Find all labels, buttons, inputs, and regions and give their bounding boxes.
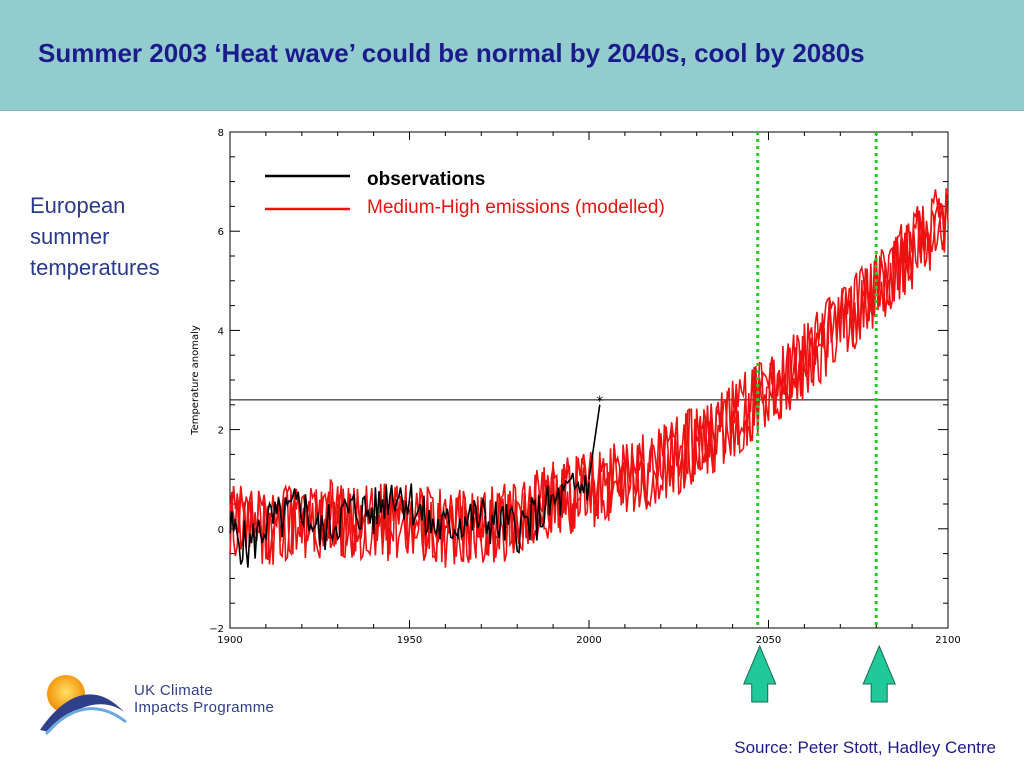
x-tick-label: 2050 [756, 635, 781, 646]
logo-text: UK Climate Impacts Programme [134, 682, 274, 716]
side-label-line-2: summer [30, 224, 110, 249]
side-label: European summer temperatures [30, 190, 190, 283]
model-series-line [229, 194, 949, 565]
legend-label-observations: observations [367, 169, 485, 190]
sun-wave-logo-icon [40, 675, 127, 735]
up-arrow-icon [862, 644, 896, 703]
source-credit: Source: Peter Stott, Hadley Centre [734, 738, 996, 757]
y-axis-label: Temperature anomaly [190, 325, 201, 436]
y-tick-label: 4 [218, 326, 224, 337]
x-tick-label: 2100 [935, 635, 960, 646]
logo-line-1: UK Climate [134, 682, 213, 699]
side-label-line-3: temperatures [30, 255, 160, 280]
y-tick-label: 6 [218, 227, 224, 238]
x-tick-label: 1900 [217, 635, 242, 646]
y-tick-label: 2 [218, 426, 224, 437]
y-tick-label: −2 [209, 624, 224, 635]
slide-title: Summer 2003 ‘Heat wave’ could be normal … [38, 38, 865, 68]
observations-2003-spike [588, 404, 601, 480]
side-label-line-1: European [30, 193, 126, 218]
y-tick-label: 0 [218, 525, 224, 536]
logo-line-2: Impacts Programme [134, 699, 275, 716]
y-tick-label: 8 [218, 128, 224, 139]
up-arrow-icon [742, 644, 777, 703]
x-tick-label: 2000 [576, 635, 601, 646]
slide-header: Summer 2003 ‘Heat wave’ could be normal … [0, 0, 1024, 111]
ukcip-logo: UK Climate Impacts Programme [36, 672, 296, 738]
heatwave-2003-marker: * [596, 394, 603, 410]
legend-label-model: Medium-High emissions (modelled) [367, 197, 665, 218]
observations-series-line [229, 472, 590, 568]
x-tick-label: 1950 [397, 635, 422, 646]
